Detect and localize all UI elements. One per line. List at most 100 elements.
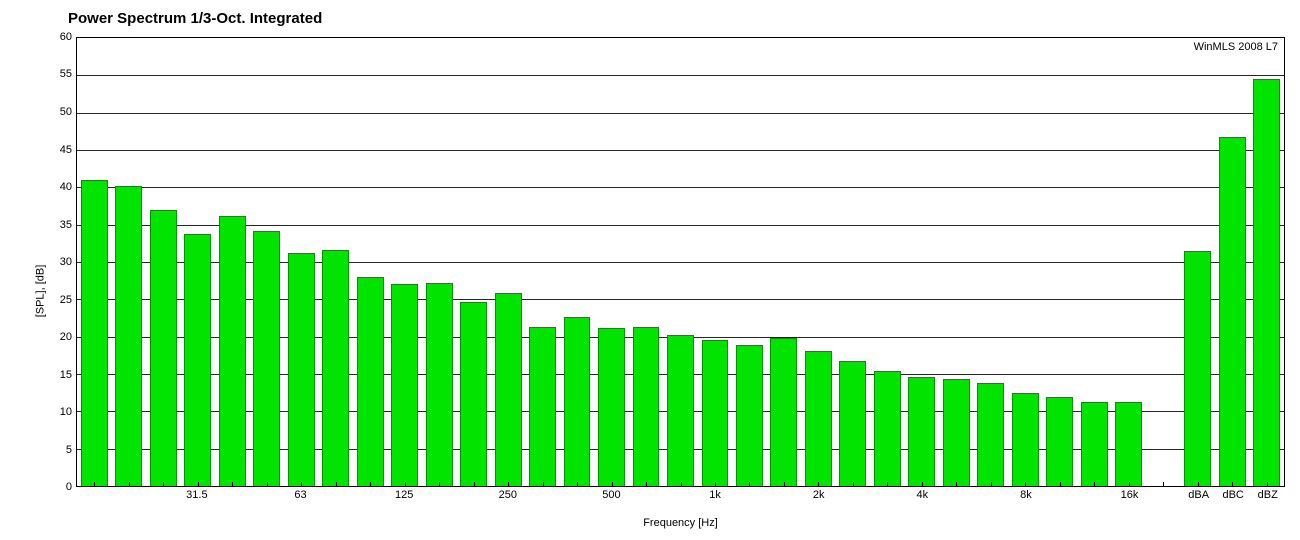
bar <box>667 335 694 486</box>
bar-slot <box>1249 38 1283 486</box>
bar-slot <box>215 38 249 486</box>
bar-slot <box>422 38 456 486</box>
y-axis-label: [SPL], [dB] <box>34 264 46 317</box>
bar <box>1184 251 1211 486</box>
bar-slot <box>1043 38 1077 486</box>
bar-slot <box>767 38 801 486</box>
bar <box>839 361 866 486</box>
bar <box>357 277 384 486</box>
bar-slot <box>456 38 490 486</box>
bar <box>977 383 1004 486</box>
x-tick-label: dBC <box>1222 489 1243 501</box>
bar <box>288 253 315 486</box>
bar-slot <box>249 38 283 486</box>
bar <box>874 371 901 486</box>
bar-slot <box>939 38 973 486</box>
x-tick-label: 63 <box>294 489 306 501</box>
bar-slot <box>629 38 663 486</box>
bar <box>460 302 487 486</box>
bar-slot <box>1215 38 1249 486</box>
y-tick-label: 40 <box>60 181 72 193</box>
y-tick-label: 60 <box>60 31 72 43</box>
bar <box>115 186 142 486</box>
x-tick-label: 16k <box>1121 489 1139 501</box>
bar-slot <box>1077 38 1111 486</box>
bar <box>564 317 591 486</box>
bar <box>184 234 211 486</box>
bar <box>495 293 522 486</box>
bar-slot <box>560 38 594 486</box>
bar-slot <box>491 38 525 486</box>
bar <box>1012 393 1039 486</box>
bar-slot <box>353 38 387 486</box>
x-axis-label: Frequency [Hz] <box>76 517 1285 529</box>
x-tick-label: 500 <box>602 489 620 501</box>
x-tick-label: 125 <box>395 489 413 501</box>
bar <box>529 327 556 486</box>
y-tick-label: 35 <box>60 219 72 231</box>
bar-slot <box>1146 38 1180 486</box>
chart-title: Power Spectrum 1/3-Oct. Integrated <box>68 10 1285 27</box>
bar-slot <box>318 38 352 486</box>
x-tick-label: 2k <box>813 489 825 501</box>
y-tick-label: 55 <box>60 68 72 80</box>
bar-slot <box>77 38 111 486</box>
bar-slot <box>905 38 939 486</box>
bar-slot <box>146 38 180 486</box>
bar <box>253 231 280 486</box>
y-tick-label: 10 <box>60 406 72 418</box>
x-axis-ticks: 31.5631252505001k2k4k8k16kdBAdBCdBZ <box>76 487 1285 503</box>
x-tick-label: 8k <box>1020 489 1032 501</box>
bar <box>391 284 418 486</box>
bar-slot <box>180 38 214 486</box>
bar-slot <box>387 38 421 486</box>
bar <box>702 340 729 486</box>
x-tick-label: dBZ <box>1258 489 1278 501</box>
bar <box>943 379 970 486</box>
bar-slot <box>801 38 835 486</box>
bar <box>736 345 763 486</box>
bar <box>150 210 177 486</box>
bar <box>219 216 246 486</box>
bar-slot <box>698 38 732 486</box>
bar <box>770 338 797 486</box>
bar <box>1081 402 1108 486</box>
y-tick-label: 20 <box>60 331 72 343</box>
bar-slot <box>1181 38 1215 486</box>
bar-slot <box>836 38 870 486</box>
bar-slot <box>732 38 766 486</box>
bar <box>322 250 349 486</box>
bar <box>908 377 935 486</box>
y-tick-label: 45 <box>60 144 72 156</box>
y-tick-label: 50 <box>60 106 72 118</box>
bar-slot <box>1008 38 1042 486</box>
bar-slot <box>594 38 628 486</box>
bar <box>426 283 453 486</box>
y-tick-label: 5 <box>66 444 72 456</box>
bar <box>805 351 832 486</box>
y-tick-label: 30 <box>60 256 72 268</box>
y-tick-label: 25 <box>60 294 72 306</box>
bar <box>1115 402 1142 486</box>
bar-slot <box>663 38 697 486</box>
y-axis-ticks: 051015202530354045505560 <box>48 37 76 487</box>
bar-slot <box>525 38 559 486</box>
y-tick-label: 0 <box>66 481 72 493</box>
bar <box>81 180 108 486</box>
bar-slot <box>974 38 1008 486</box>
bar-series <box>77 38 1284 486</box>
x-tick-label: 250 <box>499 489 517 501</box>
x-tick-label: 4k <box>916 489 928 501</box>
bar <box>633 327 660 486</box>
bar <box>1046 397 1073 486</box>
y-tick-label: 15 <box>60 369 72 381</box>
bar-slot <box>870 38 904 486</box>
bar <box>598 328 625 486</box>
x-tick-label: 1k <box>709 489 721 501</box>
bar <box>1253 79 1280 486</box>
bar-slot <box>1112 38 1146 486</box>
x-tick-label: dBA <box>1188 489 1209 501</box>
bar-slot <box>284 38 318 486</box>
plot-area: WinMLS 2008 L7 <box>76 37 1285 487</box>
bar <box>1219 137 1246 486</box>
